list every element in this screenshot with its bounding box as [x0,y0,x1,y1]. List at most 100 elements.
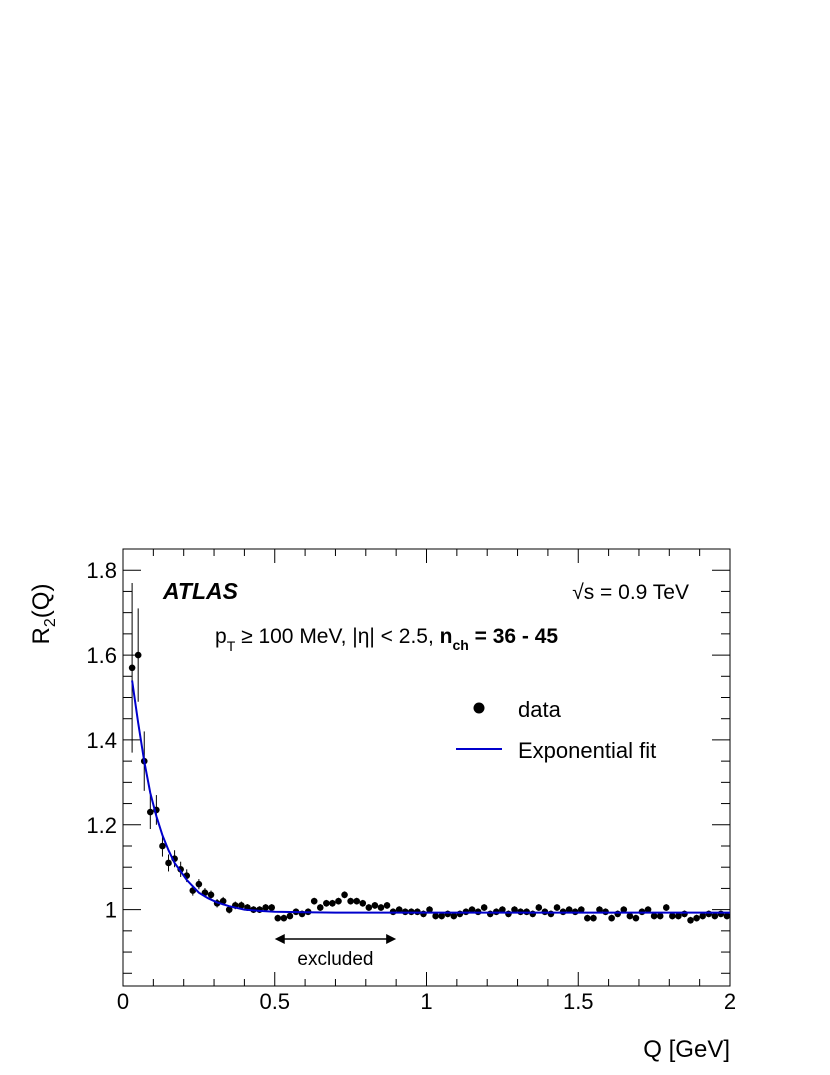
excluded-arrow-right-head [386,934,397,944]
energy-text: s = 0.9 TeV [584,581,689,604]
data-point [329,899,336,907]
data-point [359,899,367,907]
legend-data-marker [473,702,485,714]
data-point [450,912,458,920]
data-point [614,910,622,918]
data-point [620,906,628,913]
data-point [511,906,518,913]
plot-frame [122,548,731,987]
data-point [644,906,652,913]
data-point [608,914,615,922]
data-point [195,880,203,888]
data-point [705,910,713,918]
y-axis-label-tail: (Q) [28,584,55,619]
cuts-p: p [215,625,227,648]
data-point [316,904,324,911]
data-point [286,912,294,920]
data-point [723,912,731,920]
data-point [365,904,373,911]
data-point [438,912,445,920]
excluded-region-marker: excluded [274,934,397,970]
data-point [238,902,245,909]
data-point [626,912,634,920]
data-layer [128,582,731,924]
data-point [274,914,282,922]
y-axis-label-sub: 2 [42,618,59,627]
data-point [456,910,464,918]
x-tick-label: 1.5 [563,989,594,1014]
data-point [341,891,348,899]
data-point [547,910,555,918]
data-point [486,910,494,918]
data-point [280,914,288,922]
data-point [395,906,403,913]
data-point [225,906,233,913]
axis-tick-labels: 0 0.5 1 1.5 2 1 1.2 1.4 1.6 1.8 [86,558,736,1014]
data-point [262,904,269,911]
data-point [444,910,452,918]
data-point [159,842,166,850]
y-tick-label: 1.2 [86,813,117,838]
data-point [656,912,664,920]
y-tick-label: 1.4 [86,728,117,753]
data-point [432,912,439,920]
data-point [268,904,276,911]
cuts-label: pT ≥ 100 MeV, |η| < 2.5, nch = 36 - 45 [215,625,558,654]
data-point [323,899,330,907]
data-point [577,906,585,913]
data-point [335,897,342,905]
nch-rest: = 36 - 45 [469,625,559,648]
data-point [426,906,433,913]
data-point [699,912,706,920]
data-point [505,910,512,918]
nch-sub: ch [452,637,468,653]
excluded-arrow-left-head [274,934,285,944]
x-tick-label: 1 [420,989,432,1014]
data-point [128,664,136,672]
data-point [675,912,682,920]
data-point [165,859,172,867]
y-tick-label: 1.6 [86,643,117,668]
data-point [681,910,688,918]
data-point [529,910,537,918]
data-point [717,910,725,918]
data-point [310,897,318,905]
data-point [565,906,573,913]
y-tick-label: 1 [105,898,117,923]
data-point [207,891,215,899]
legend-fit-label: Exponential fit [518,738,656,763]
data-point [590,914,597,922]
legend: data Exponential fit [456,697,656,763]
data-point [377,904,385,911]
data-point [596,906,603,913]
data-point [480,904,488,911]
x-tick-label: 0.5 [259,989,290,1014]
data-point [420,910,427,918]
data-point [687,916,694,924]
data-point [669,912,676,920]
excluded-label: excluded [297,949,373,970]
data-point [347,897,354,905]
data-point [632,914,640,922]
energy-label: √s = 0.9 TeV [572,581,689,604]
sqrt-symbol: √ [572,581,584,604]
data-point [711,912,719,920]
data-point [662,904,670,911]
y-tick-label: 1.8 [86,558,117,583]
cuts-t: T [227,638,236,654]
data-point [693,914,700,922]
data-point [383,902,391,909]
data-point [535,904,543,911]
axis-ticks [122,548,731,986]
data-point [650,912,658,920]
x-axis-label: Q [GeV] [643,1036,730,1063]
atlas-label: ATLAS [162,578,239,604]
x-tick-label: 2 [724,989,736,1014]
nch-n: n [440,625,453,648]
data-point [468,906,476,913]
data-point [584,914,591,922]
data-point [134,651,142,659]
cuts-rest: ≥ 100 MeV, |η| < 2.5, [235,625,439,648]
data-point [147,808,154,816]
